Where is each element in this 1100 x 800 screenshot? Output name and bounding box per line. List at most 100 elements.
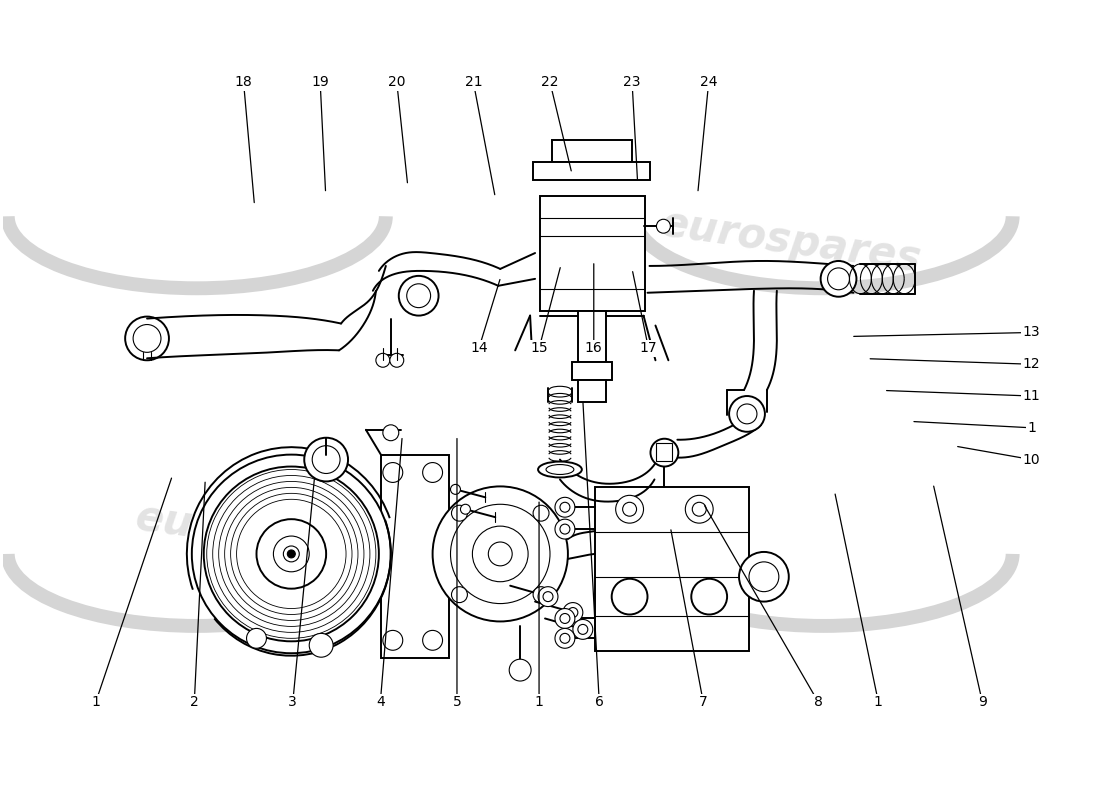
Circle shape <box>556 519 575 539</box>
Text: 17: 17 <box>640 342 658 355</box>
Circle shape <box>538 586 558 606</box>
Circle shape <box>312 446 340 474</box>
Bar <box>595 487 749 651</box>
Bar <box>657 442 672 461</box>
Circle shape <box>125 317 169 360</box>
Text: 20: 20 <box>388 75 406 90</box>
Circle shape <box>383 425 399 441</box>
Text: 6: 6 <box>595 695 604 709</box>
Circle shape <box>685 495 713 523</box>
Bar <box>578 310 606 362</box>
Text: eurospares: eurospares <box>132 496 398 574</box>
Text: 12: 12 <box>1023 358 1041 371</box>
Circle shape <box>729 396 764 432</box>
Circle shape <box>543 592 553 602</box>
Circle shape <box>612 578 648 614</box>
Bar <box>381 454 449 658</box>
Circle shape <box>383 462 403 482</box>
Circle shape <box>451 586 468 602</box>
Text: 10: 10 <box>1023 453 1041 466</box>
Circle shape <box>650 438 679 466</box>
Circle shape <box>488 542 513 566</box>
Text: 23: 23 <box>624 75 641 90</box>
Circle shape <box>821 261 857 297</box>
Circle shape <box>560 614 570 623</box>
Text: 18: 18 <box>234 75 252 90</box>
Text: 24: 24 <box>700 75 717 90</box>
Circle shape <box>534 506 549 521</box>
Bar <box>540 197 645 310</box>
Text: 11: 11 <box>1023 389 1041 403</box>
Circle shape <box>556 629 575 648</box>
Circle shape <box>191 454 390 654</box>
Bar <box>572 362 612 380</box>
Text: 15: 15 <box>530 342 548 355</box>
Circle shape <box>568 607 578 618</box>
Circle shape <box>422 630 442 650</box>
Text: eurospares: eurospares <box>658 202 924 280</box>
Circle shape <box>749 562 779 592</box>
Ellipse shape <box>538 462 582 478</box>
Circle shape <box>432 486 568 622</box>
Text: 8: 8 <box>814 695 823 709</box>
Text: 19: 19 <box>311 75 329 90</box>
Circle shape <box>691 578 727 614</box>
Circle shape <box>827 268 849 290</box>
Circle shape <box>461 504 471 514</box>
Ellipse shape <box>546 465 574 474</box>
Text: 5: 5 <box>452 695 461 709</box>
Circle shape <box>534 586 549 602</box>
Text: 14: 14 <box>470 342 487 355</box>
Circle shape <box>560 524 570 534</box>
Circle shape <box>737 404 757 424</box>
Circle shape <box>509 659 531 681</box>
Text: 7: 7 <box>698 695 707 709</box>
Circle shape <box>578 625 587 634</box>
Text: 4: 4 <box>376 695 385 709</box>
Circle shape <box>274 536 309 572</box>
Text: 1: 1 <box>91 695 100 709</box>
Circle shape <box>399 276 439 315</box>
Circle shape <box>389 354 404 367</box>
Circle shape <box>692 502 706 516</box>
Circle shape <box>616 495 644 523</box>
Circle shape <box>407 284 430 308</box>
Text: 21: 21 <box>464 75 482 90</box>
Circle shape <box>739 552 789 602</box>
Text: 1: 1 <box>1027 421 1036 435</box>
Circle shape <box>451 504 550 603</box>
Circle shape <box>563 602 583 622</box>
Text: 16: 16 <box>585 342 603 355</box>
Circle shape <box>560 502 570 512</box>
Text: 9: 9 <box>978 695 987 709</box>
Circle shape <box>246 629 266 648</box>
Circle shape <box>556 609 575 629</box>
Bar <box>534 162 650 179</box>
Circle shape <box>309 634 333 658</box>
Circle shape <box>204 466 378 642</box>
Circle shape <box>284 546 299 562</box>
Circle shape <box>422 462 442 482</box>
Circle shape <box>451 506 468 521</box>
Circle shape <box>256 519 326 589</box>
Bar <box>552 140 631 162</box>
Circle shape <box>451 485 461 494</box>
Text: 3: 3 <box>288 695 297 709</box>
Circle shape <box>472 526 528 582</box>
Text: 1: 1 <box>873 695 883 709</box>
Circle shape <box>305 438 348 482</box>
Text: 2: 2 <box>190 695 199 709</box>
Circle shape <box>133 325 161 352</box>
Circle shape <box>287 550 295 558</box>
Text: 13: 13 <box>1023 326 1041 339</box>
Circle shape <box>556 498 575 517</box>
Circle shape <box>560 634 570 643</box>
Circle shape <box>623 502 637 516</box>
Text: 22: 22 <box>541 75 559 90</box>
Text: 1: 1 <box>535 695 543 709</box>
Circle shape <box>573 619 593 639</box>
Circle shape <box>376 354 389 367</box>
Circle shape <box>383 630 403 650</box>
Circle shape <box>657 219 670 233</box>
Bar <box>578 380 606 402</box>
